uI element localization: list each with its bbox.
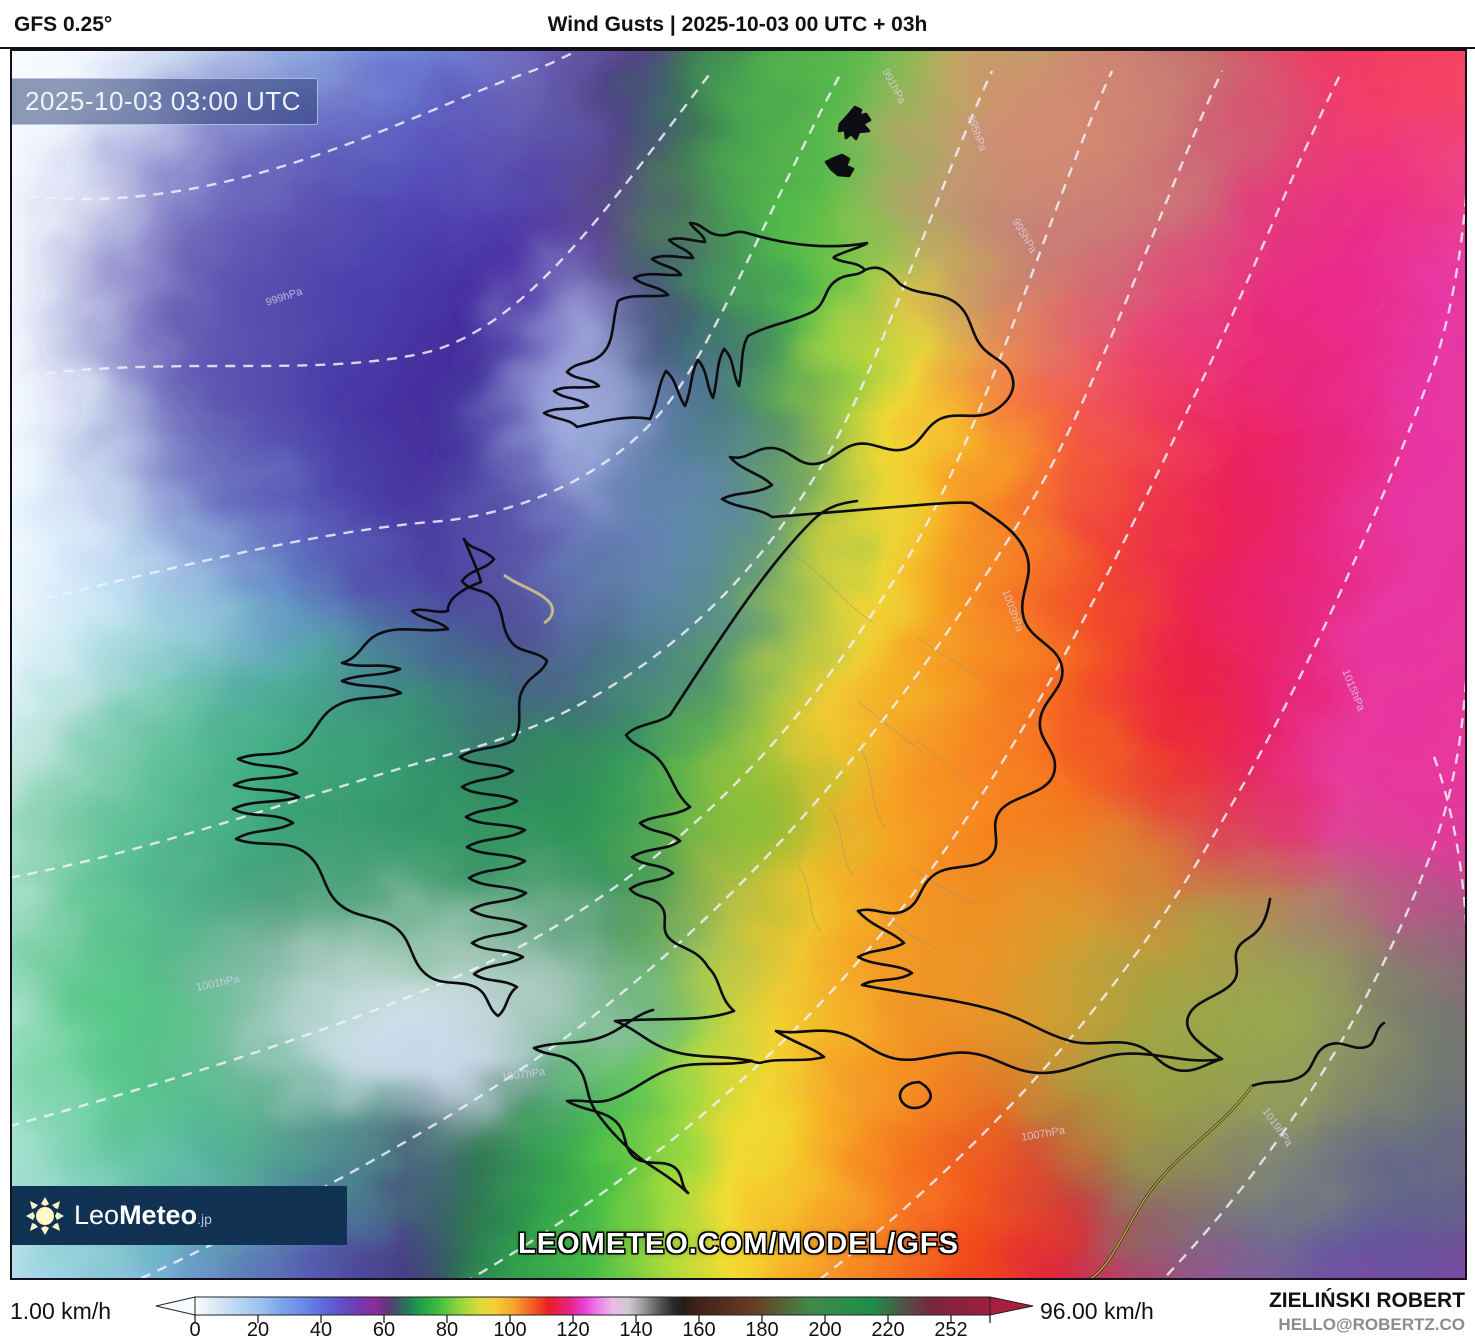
svg-text:200: 200 — [808, 1319, 841, 1336]
svg-text:160: 160 — [682, 1319, 715, 1336]
svg-text:60: 60 — [373, 1319, 395, 1336]
svg-text:100: 100 — [493, 1319, 526, 1336]
svg-text:40: 40 — [310, 1319, 332, 1336]
svg-text:252: 252 — [934, 1319, 967, 1336]
svg-text:140: 140 — [619, 1319, 652, 1336]
svg-text:80: 80 — [436, 1319, 458, 1336]
svg-text:20: 20 — [247, 1319, 269, 1336]
svg-text:220: 220 — [871, 1319, 904, 1336]
svg-text:180: 180 — [745, 1319, 778, 1336]
svg-text:0: 0 — [189, 1319, 200, 1336]
svg-text:120: 120 — [556, 1319, 589, 1336]
